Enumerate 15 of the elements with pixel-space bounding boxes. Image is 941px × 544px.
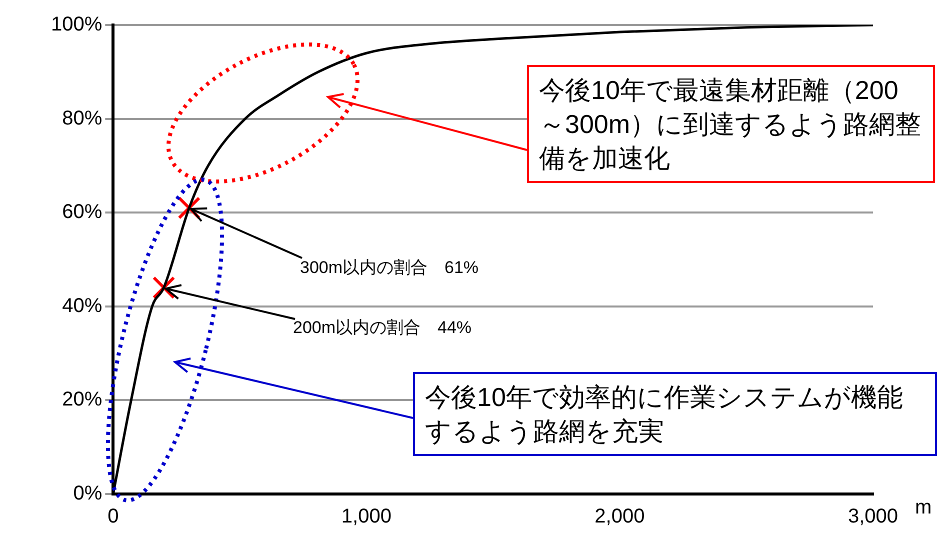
y-tick-label: 60% [62,201,102,224]
annotation: 200m以内の割合 44% [293,317,472,339]
x-tick-label: 1,000 [341,506,392,528]
y-tick-label: 20% [62,388,102,411]
annotation: 今後10年で効率的に作業システムが機能するよう路網を充実 [413,372,937,456]
x-axis-title: m [915,496,932,519]
annotation: 300m以内の割合 61% [300,257,479,279]
x-tick-label: 2,000 [594,506,645,528]
y-tick-label: 40% [62,294,102,317]
y-tick-label: 0% [73,482,102,505]
y-tick-label: 80% [62,107,102,130]
y-tick-label: 100% [50,14,102,36]
x-tick-label: 0 [108,506,119,528]
annotation: 今後10年で最遠集材距離（200～300m）に到達するよう路網整備を加速化 [527,65,935,183]
x-tick-label: 3,000 [848,506,898,528]
